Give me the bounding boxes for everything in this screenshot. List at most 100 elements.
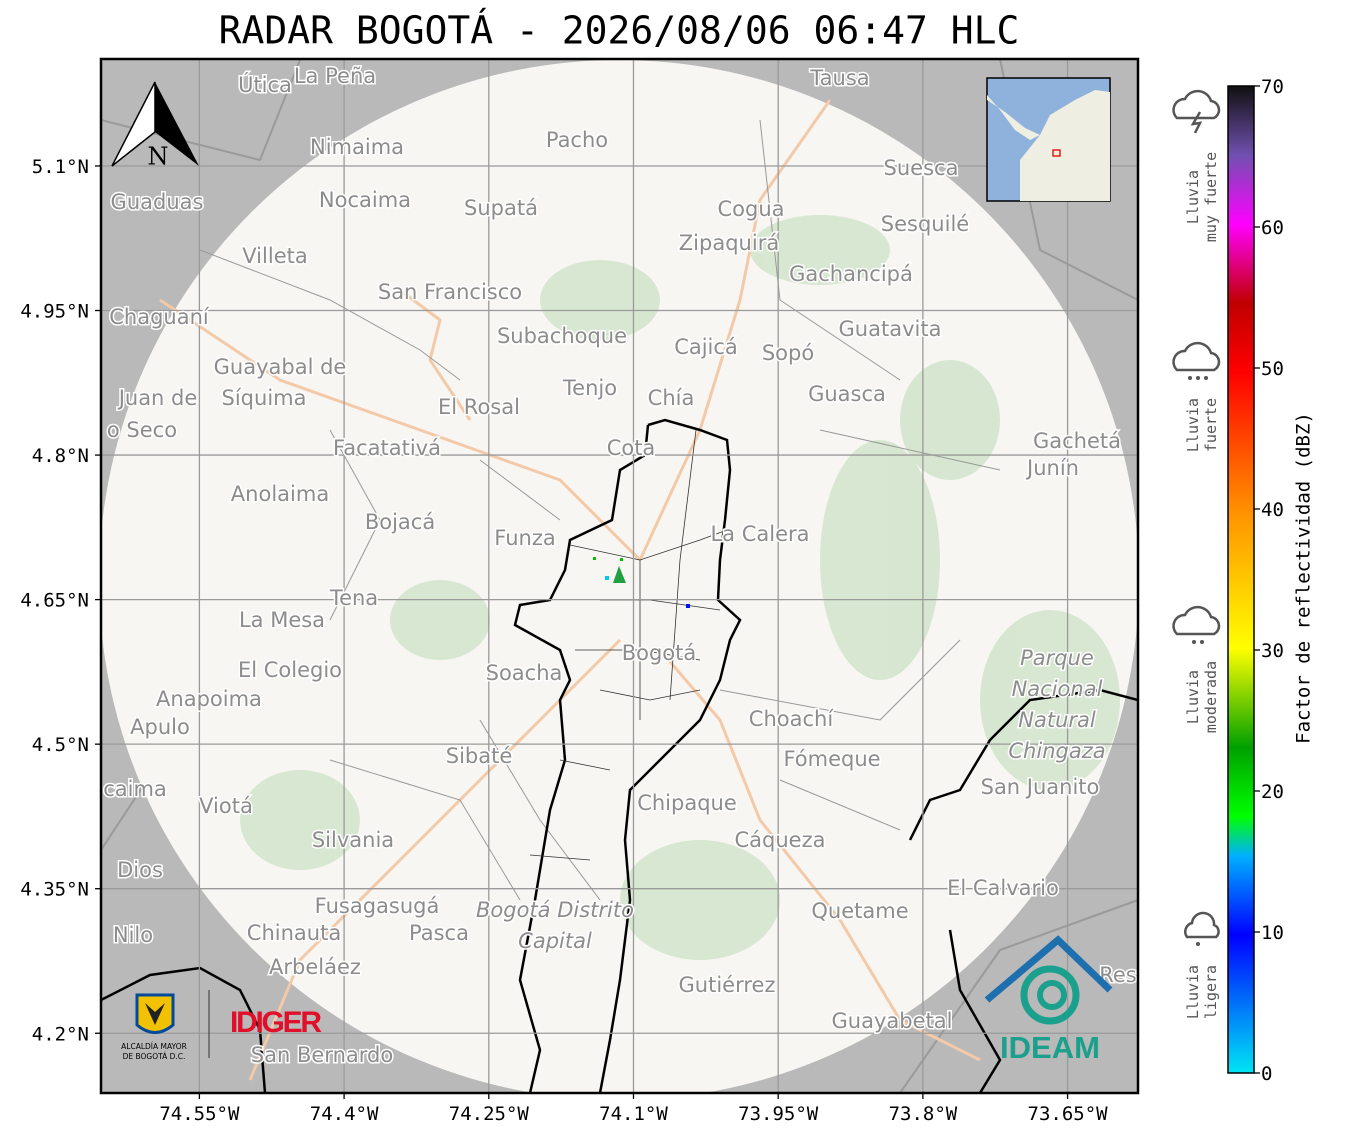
logo-idiger: IDIGER bbox=[230, 1006, 322, 1039]
colorbar-tick-label: 30 bbox=[1261, 640, 1284, 662]
place-label: caima bbox=[103, 777, 167, 801]
place-label: Capital bbox=[518, 929, 592, 953]
y-tick-label: 4.5°N bbox=[32, 734, 89, 756]
colorbar-label: Factor de reflectividad (dBZ) bbox=[1293, 412, 1315, 744]
place-label: La Peña bbox=[294, 64, 376, 88]
place-label: San Francisco bbox=[378, 280, 522, 304]
place-label: Facatativá bbox=[333, 436, 441, 460]
y-tick-label: 4.8°N bbox=[32, 445, 89, 467]
grid bbox=[101, 59, 1138, 1093]
axes: 74.55°W 74.4°W 74.25°W 74.1°W 73.95°W 73.8°W 7… bbox=[20, 156, 1108, 1125]
rain-class-label: Lluvia bbox=[1184, 670, 1202, 724]
place-label: Junín bbox=[1025, 456, 1079, 480]
place-label: Cota bbox=[607, 436, 656, 460]
place-label: Quetame bbox=[811, 899, 908, 923]
logo-ideam: IDEAM bbox=[984, 935, 1113, 1065]
place-label: Tena bbox=[329, 586, 378, 610]
colorbar-tick-label: 20 bbox=[1261, 781, 1284, 803]
place-label: Nacional bbox=[1012, 677, 1103, 701]
rain-class-label: fuerte bbox=[1202, 398, 1220, 452]
x-tick-label: 73.65°W bbox=[1028, 1103, 1109, 1125]
inset-map bbox=[986, 77, 1111, 202]
place-labels: Útica La Peña Tausa Pacho Nimaima Guaduas Noca… bbox=[102, 63, 1138, 1069]
place-label: Zipaquirá bbox=[679, 231, 779, 255]
place-label: Fómeque bbox=[783, 747, 880, 771]
x-tick-label: 74.4°W bbox=[310, 1103, 379, 1125]
place-label: Anapoima bbox=[156, 687, 262, 711]
place-label: Guasca bbox=[808, 382, 886, 406]
map: Útica La Peña Tausa Pacho Nimaima Guaduas Noca… bbox=[101, 59, 1138, 1093]
place-label: Útica bbox=[238, 72, 292, 97]
place-label: Bogotá Distrito bbox=[476, 898, 634, 922]
place-label: Sopó bbox=[762, 341, 814, 365]
place-label: Bojacá bbox=[365, 510, 435, 534]
x-tick-label: 74.55°W bbox=[159, 1103, 240, 1125]
place-label: Silvania bbox=[312, 828, 394, 852]
place-label: Natural bbox=[1018, 708, 1096, 732]
place-label: Guaduas bbox=[111, 190, 204, 214]
place-label: Apulo bbox=[130, 715, 190, 739]
logo-text: ALCALDÍA MAYOR bbox=[121, 1042, 187, 1051]
colorbar-tick-label: 0 bbox=[1261, 1063, 1272, 1085]
place-label: Tausa bbox=[809, 66, 869, 90]
place-label: Guatavita bbox=[839, 317, 942, 341]
title: RADAR BOGOTÁ - 2026/08/06 06:47 HLC bbox=[219, 9, 1020, 53]
place-label: Sibaté bbox=[446, 744, 513, 768]
colorbar-tick-label: 50 bbox=[1261, 358, 1284, 380]
place-label: Guayabal de bbox=[214, 355, 347, 379]
place-label: Chinauta bbox=[247, 921, 341, 945]
north-label: N bbox=[148, 143, 169, 171]
place-label: La Mesa bbox=[239, 608, 325, 632]
place-label: Chingaza bbox=[1008, 739, 1105, 763]
colorbar-ticks: 0 10 20 30 40 50 60 70 bbox=[1254, 76, 1284, 1085]
place-label: Chipaque bbox=[637, 791, 737, 815]
colorbar-tick-label: 40 bbox=[1261, 499, 1284, 521]
place-label: Pasca bbox=[409, 921, 469, 945]
place-label: San Juanito bbox=[981, 775, 1100, 799]
place-label: Choachí bbox=[749, 707, 835, 731]
rain-class-label: ligera bbox=[1202, 965, 1220, 1019]
y-tick-label: 4.95°N bbox=[20, 301, 89, 323]
place-label: o Seco bbox=[107, 418, 177, 442]
place-label: Pacho bbox=[546, 128, 608, 152]
place-label: Cajicá bbox=[674, 335, 738, 359]
place-label: Chía bbox=[648, 386, 695, 410]
colorbar-tick-label: 10 bbox=[1261, 922, 1284, 944]
x-tick-label: 74.25°W bbox=[449, 1103, 530, 1125]
place-label: Juan de bbox=[117, 386, 198, 410]
place-label: Parque bbox=[1020, 646, 1094, 670]
place-label: Funza bbox=[494, 526, 555, 550]
place-label: El Calvario bbox=[947, 876, 1059, 900]
place-label: Gutiérrez bbox=[679, 973, 776, 997]
place-label: Suesca bbox=[884, 156, 959, 180]
logo-ideam-text: IDEAM bbox=[1000, 1030, 1100, 1065]
district-border bbox=[101, 418, 1138, 1093]
place-label: Villeta bbox=[242, 244, 307, 268]
logo-bogota: ALCALDÍA MAYOR DE BOGOTÁ D.C. IDIGER bbox=[121, 990, 322, 1061]
y-tick-label: 4.65°N bbox=[20, 590, 89, 612]
place-label: Guayabetal bbox=[832, 1009, 953, 1033]
place-label: Nilo bbox=[113, 923, 153, 947]
place-label: San Bernardo bbox=[251, 1043, 393, 1067]
rain-class-label: Lluvia bbox=[1184, 398, 1202, 452]
roads bbox=[159, 99, 981, 1081]
place-label: La Calera bbox=[710, 522, 809, 546]
place-label: Viotá bbox=[199, 794, 253, 818]
place-label: Cáqueza bbox=[735, 828, 826, 852]
colorbar bbox=[1227, 85, 1255, 1074]
map-frame bbox=[99, 57, 1140, 1095]
place-label: Supatá bbox=[464, 196, 538, 220]
rain-class-label: muy fuerte bbox=[1202, 152, 1220, 242]
place-label: Nocaima bbox=[319, 188, 411, 212]
rain-class-label: moderada bbox=[1202, 661, 1220, 733]
place-label: Gachetá bbox=[1033, 429, 1121, 453]
place-label: Sesquilé bbox=[881, 212, 969, 236]
rain-class-label: Lluvia bbox=[1184, 965, 1202, 1019]
place-label: Tenjo bbox=[562, 376, 617, 400]
place-label: Dios bbox=[117, 858, 163, 882]
x-tick-label: 73.95°W bbox=[738, 1103, 819, 1125]
colorbar-tick-label: 60 bbox=[1261, 217, 1284, 239]
y-tick-label: 4.35°N bbox=[20, 879, 89, 901]
